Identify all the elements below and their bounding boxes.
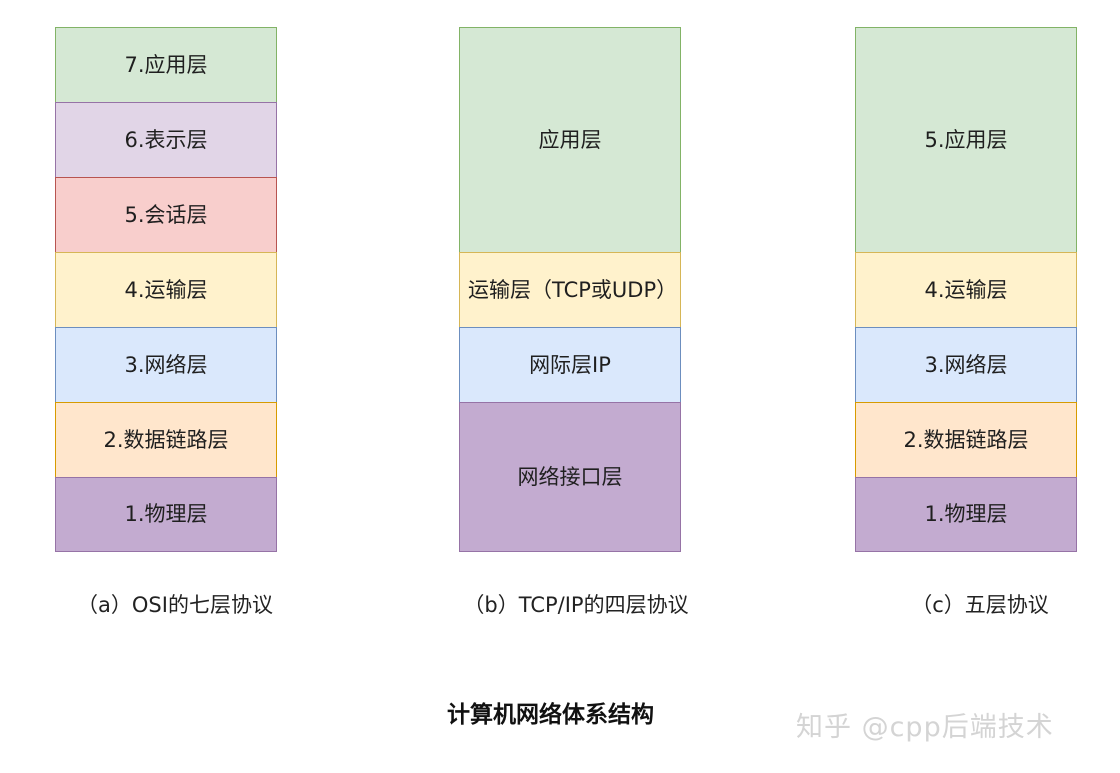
tcpip-layer-transport: 运输层（TCP或UDP）	[459, 252, 681, 328]
tcpip-caption: （b）TCP/IP的四层协议	[463, 593, 689, 617]
tcpip-layer-application: 应用层	[459, 27, 681, 253]
osi-layer-presentation: 6.表示层	[55, 102, 277, 178]
five-layer-application: 5.应用层	[855, 27, 1077, 253]
tcpip-layer-network-interface: 网络接口层	[459, 402, 681, 552]
five-layer-datalink: 2.数据链路层	[855, 402, 1077, 478]
five-layer-stack: 5.应用层 4.运输层 3.网络层 2.数据链路层 1.物理层	[855, 27, 1077, 552]
osi-layer-transport: 4.运输层	[55, 252, 277, 328]
osi-layer-datalink: 2.数据链路层	[55, 402, 277, 478]
osi-layer-application: 7.应用层	[55, 27, 277, 103]
five-layer-transport: 4.运输层	[855, 252, 1077, 328]
osi-layer-network: 3.网络层	[55, 327, 277, 403]
tcpip-layer-internet: 网际层IP	[459, 327, 681, 403]
diagram-title: 计算机网络体系结构	[447, 702, 654, 728]
five-layer-network: 3.网络层	[855, 327, 1077, 403]
five-layer-physical: 1.物理层	[855, 477, 1077, 552]
osi-layer-physical: 1.物理层	[55, 477, 277, 552]
osi-seven-layer-stack: 7.应用层 6.表示层 5.会话层 4.运输层 3.网络层 2.数据链路层 1.…	[55, 27, 277, 552]
tcpip-four-layer-stack: 应用层 运输层（TCP或UDP） 网际层IP 网络接口层	[459, 27, 681, 552]
osi-layer-session: 5.会话层	[55, 177, 277, 253]
five-layer-caption: （c）五层协议	[911, 593, 1049, 617]
watermark: 知乎 @cpp后端技术	[796, 712, 1054, 743]
osi-caption: （a）OSI的七层协议	[77, 593, 273, 617]
